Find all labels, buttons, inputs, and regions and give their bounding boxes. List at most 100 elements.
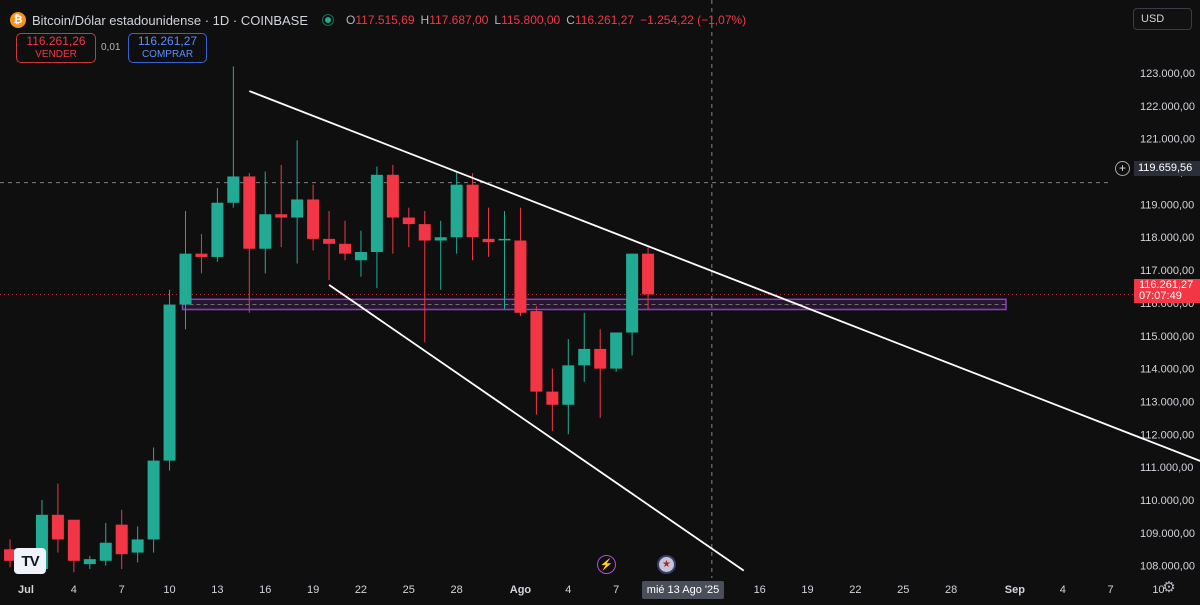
candle	[307, 184, 320, 251]
y-tick-label: 109.000,00	[1140, 528, 1195, 540]
y-tick-label: 118.000,00	[1140, 232, 1194, 244]
low-key: L	[494, 13, 502, 27]
candle-body	[291, 199, 304, 218]
chart-header: ₿ Bitcoin/Dólar estadounidense · 1D · CO…	[10, 10, 746, 30]
x-tick-label: 28	[945, 584, 957, 596]
lower-trendline	[328, 284, 745, 572]
candle	[4, 539, 17, 568]
crosshair-price-label: 119.659,56	[1134, 161, 1200, 176]
y-tick-label: 113.000,00	[1140, 396, 1194, 408]
tradingview-logo-icon[interactable]: TV	[14, 548, 46, 574]
low-value: 115.800,00	[501, 13, 561, 27]
candle	[594, 329, 607, 418]
candle-body	[275, 214, 288, 218]
candle-body	[578, 348, 591, 366]
close-value: 116.261,27	[574, 13, 635, 27]
x-tick-label: Jul	[18, 584, 34, 596]
candle	[386, 164, 399, 254]
lightning-event-icon[interactable]: ⚡	[597, 555, 616, 574]
gear-icon[interactable]: ⚙	[1162, 579, 1176, 596]
candle-body	[434, 237, 447, 241]
open-value: 117.515,69	[355, 13, 415, 27]
x-tick-label: 13	[211, 584, 223, 596]
candle	[466, 173, 479, 261]
candle-body	[530, 311, 543, 392]
x-tick-label: 10	[163, 584, 175, 596]
y-tick-label: 110.000,00	[1140, 495, 1194, 507]
candle	[354, 230, 367, 277]
candle-body	[163, 304, 176, 461]
high-value: 117.687,00	[429, 13, 489, 27]
candle	[546, 368, 559, 432]
y-tick-label: 108.000,00	[1140, 561, 1195, 573]
us-flag-event-icon[interactable]: ★	[657, 555, 676, 574]
candle-body	[147, 460, 160, 540]
x-tick-label: 19	[307, 584, 319, 596]
y-tick-label: 117.000,00	[1140, 265, 1194, 277]
candle-body	[4, 549, 17, 561]
candle	[195, 233, 208, 274]
candle	[323, 210, 336, 280]
y-tick-label: 111.000,00	[1140, 462, 1193, 474]
x-tick-label: 4	[71, 584, 77, 596]
y-tick-label: 121.000,00	[1140, 134, 1195, 146]
candle	[99, 523, 112, 566]
candle	[450, 171, 463, 254]
candle-body	[482, 238, 495, 243]
candle-body	[370, 174, 383, 253]
candle-body	[227, 176, 240, 203]
x-tick-label: 25	[403, 584, 415, 596]
candle	[562, 339, 575, 435]
candle-body	[67, 519, 80, 561]
sell-price: 116.261,26	[26, 34, 86, 48]
candle	[339, 220, 351, 261]
candle-body	[546, 391, 559, 405]
currency-selector[interactable]: USD	[1133, 8, 1192, 30]
x-tick-label: 7	[1108, 584, 1114, 596]
candle	[578, 312, 591, 382]
spread-value: 0,01	[101, 42, 121, 53]
candle	[259, 171, 272, 274]
x-tick-label: 22	[355, 584, 367, 596]
candle	[402, 207, 415, 248]
candle-body	[514, 240, 527, 313]
candle	[626, 253, 639, 356]
candle-body	[179, 253, 192, 305]
candle	[514, 207, 527, 317]
candle	[530, 306, 543, 415]
plus-icon[interactable]: +	[1115, 161, 1130, 176]
candle-body	[51, 514, 64, 540]
candle-body	[243, 176, 256, 249]
candle-body	[307, 199, 320, 239]
candle	[418, 210, 431, 343]
candle	[67, 519, 80, 573]
last-price-badge: 116.261,27 07:07:49	[1134, 279, 1200, 303]
x-tick-label: 25	[897, 584, 909, 596]
y-tick-label: 114.000,00	[1140, 364, 1194, 376]
symbol-title[interactable]: Bitcoin/Dólar estadounidense · 1D · COIN…	[32, 12, 309, 28]
candle	[243, 173, 256, 313]
x-tick-label: 22	[849, 584, 861, 596]
candle-body	[115, 524, 128, 555]
candle-body	[418, 224, 431, 241]
candle	[115, 509, 128, 569]
buy-button[interactable]: 116.261,27 COMPRAR	[128, 33, 207, 63]
x-tick-label: Ago	[510, 584, 532, 596]
x-tick-label: 4	[1060, 584, 1066, 596]
x-tick-label: 4	[565, 584, 571, 596]
bitcoin-icon: ₿	[10, 12, 26, 28]
sell-button[interactable]: 116.261,26 VENDER	[16, 33, 96, 63]
candle	[163, 289, 176, 471]
high-key: H	[420, 13, 430, 27]
candle	[131, 526, 144, 563]
candle-body	[642, 253, 655, 295]
market-status-icon[interactable]	[322, 14, 335, 26]
candle	[610, 332, 623, 372]
candle-body	[131, 539, 144, 553]
candle-body	[386, 174, 399, 218]
x-tick-label: Sep	[1005, 584, 1025, 596]
x-tick-label: 7	[119, 584, 125, 596]
candle-body	[83, 559, 96, 565]
